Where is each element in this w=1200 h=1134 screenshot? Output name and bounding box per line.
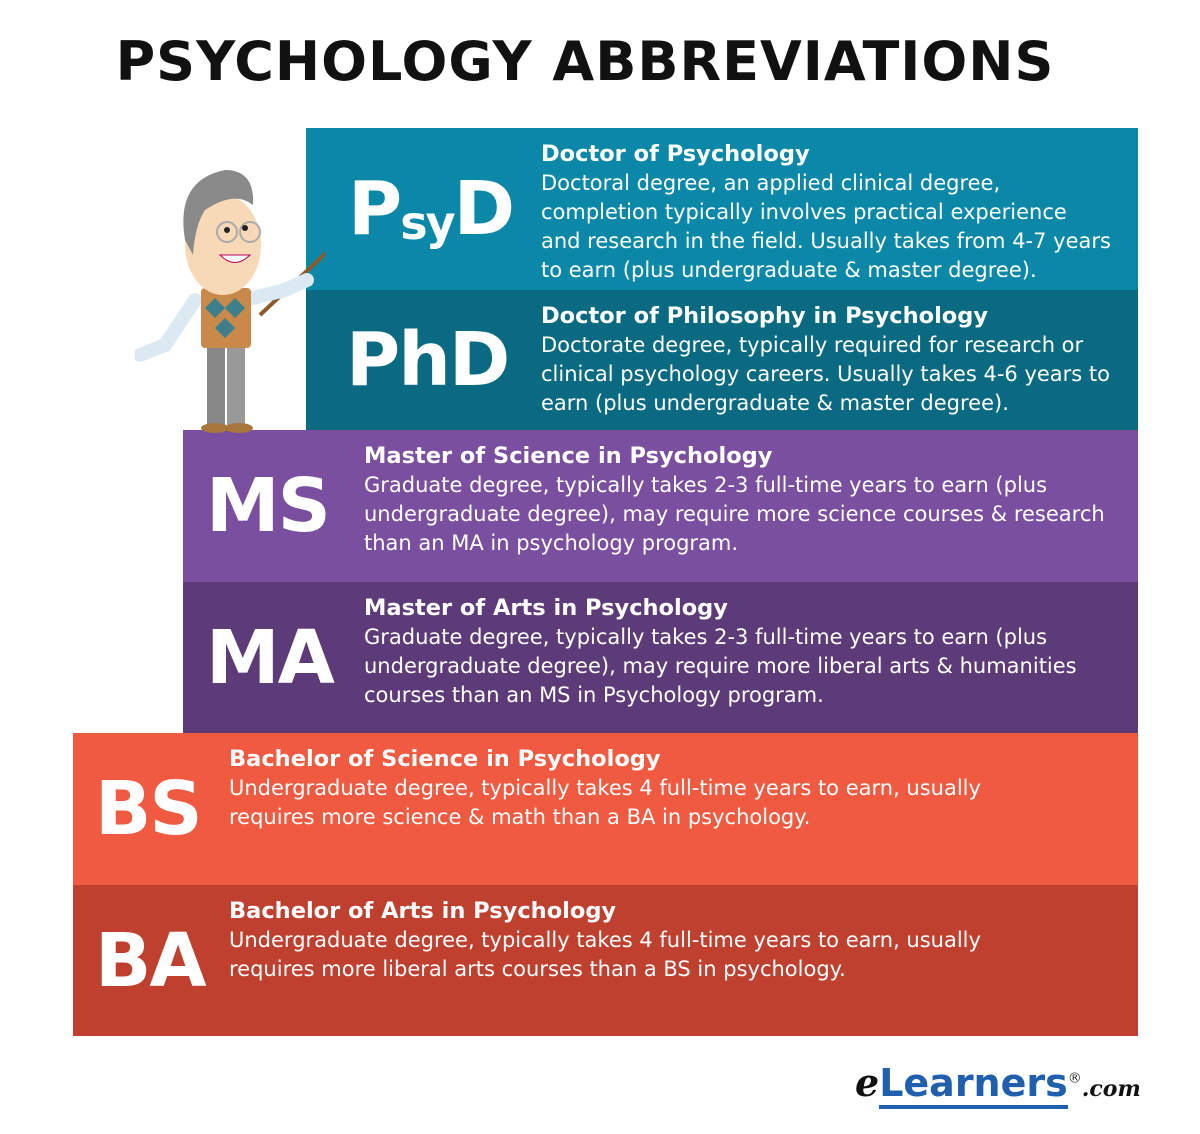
degree-description: Master of Science in Psychology Graduate … [364,442,1105,558]
degree-band-phd: PhD Doctor of Philosophy in Psychology Doc… [306,290,1138,430]
degree-abbreviation: MA [206,614,335,701]
description-line: Graduate degree, typically takes 2-3 ful… [364,473,1048,497]
description-line: Undergraduate degree, typically takes 4 … [229,776,981,800]
degree-heading: Master of Arts in Psychology [364,595,728,621]
degree-band-ms: MS Master of Science in Psychology Graduat… [183,430,1138,582]
degree-abbreviation: BS [95,766,203,852]
description-line: courses than an MS in Psychology program… [364,683,824,707]
degree-description: Doctor of Philosophy in Psychology Doctor… [541,302,1110,418]
description-line: earn (plus undergraduate & master degree… [541,391,1009,415]
logo-tld: .com [1081,1076,1141,1102]
elearners-logo: eLearners®.com [855,1060,1141,1109]
degree-band-ba: BA Bachelor of Arts in Psychology Undergra… [73,885,1138,1036]
degree-description: Bachelor of Science in Psychology Undergr… [229,745,981,832]
logo-main: Learners [879,1061,1068,1109]
description-line: Graduate degree, typically takes 2-3 ful… [364,625,1048,649]
degree-band-bs: BS Bachelor of Science in Psychology Under… [73,733,1138,885]
abbr-part: D [453,166,515,252]
degree-heading: Bachelor of Science in Psychology [229,746,661,772]
description-line: requires more science & math than a BA i… [229,805,811,829]
degree-heading: Master of Science in Psychology [364,443,773,469]
description-line: undergraduate degree), may require more … [364,502,1105,526]
description-line: Doctoral degree, an applied clinical deg… [541,171,1001,195]
description-line: completion typically involves practical … [541,200,1067,224]
logo-e: e [855,1060,880,1105]
professor-illustration [135,170,325,433]
degree-description: Bachelor of Arts in Psychology Undergradu… [229,897,981,984]
description-line: than an MA in psychology program. [364,531,739,555]
degree-heading: Doctor of Psychology [541,141,810,167]
description-line: clinical psychology careers. Usually tak… [541,362,1110,386]
degree-description: Doctor of Psychology Doctoral degree, an … [541,140,1111,285]
description-line: Doctorate degree, typically required for… [541,333,1084,357]
description-line: undergraduate degree), may require more … [364,654,1077,678]
degree-description: Master of Arts in Psychology Graduate deg… [364,594,1077,710]
page-title: PSYCHOLOGY ABBREVIATIONS [115,30,1055,93]
description-line: and research in the field. Usually takes… [541,229,1111,253]
degree-heading: Bachelor of Arts in Psychology [229,898,617,924]
abbr-part: sy [400,196,455,250]
degree-abbreviation: BA [95,917,207,1004]
description-line: requires more liberal arts courses than … [229,957,846,981]
degree-abbreviation: PhD [346,317,510,403]
degree-heading: Doctor of Philosophy in Psychology [541,303,989,329]
description-line: to earn (plus undergraduate & master deg… [541,258,1037,282]
logo-registered: ® [1067,1070,1082,1087]
degree-abbreviation: MS [206,463,331,549]
description-line: Undergraduate degree, typically takes 4 … [229,928,981,952]
degree-band-ma: MA Master of Arts in Psychology Graduate d… [183,582,1138,733]
abbr-part: P [348,166,402,252]
